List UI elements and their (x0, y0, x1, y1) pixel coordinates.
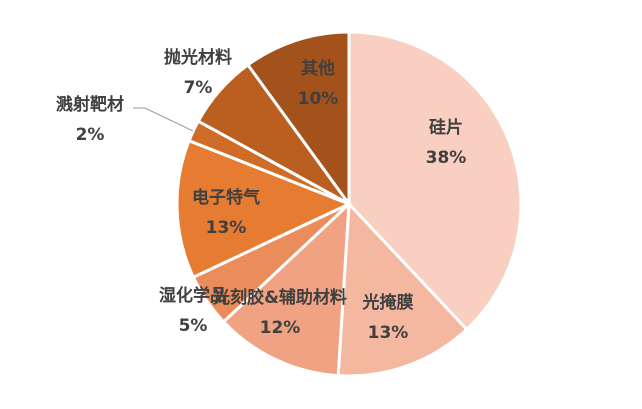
slice-value: 13% (206, 218, 247, 238)
slice-label: 光刻胶&辅助材料 (212, 287, 347, 308)
pie-slice (175, 138, 353, 280)
slice-label: 光掩膜 (362, 292, 414, 313)
slice-label: 其他 (301, 58, 335, 79)
pie-slice (221, 200, 351, 378)
slice-label: 硅片 (429, 117, 463, 138)
slice-value: 38% (426, 148, 467, 168)
slice-label: 电子特气 (192, 187, 260, 208)
slice-label: 湿化学品 (159, 285, 227, 306)
slice-value: 13% (368, 323, 409, 343)
pie-slice (347, 30, 523, 332)
slice-value: 12% (260, 318, 301, 338)
slice-value: 7% (184, 78, 213, 98)
pie-slice (336, 200, 469, 378)
slice-value: 5% (179, 316, 208, 336)
pie-slice (245, 30, 351, 209)
slice-value: 2% (76, 125, 105, 145)
leader-line (133, 107, 194, 132)
slice-label: 溅射靶材 (56, 94, 124, 115)
slice-value: 10% (298, 89, 339, 109)
slice-label: 抛光材料 (164, 47, 232, 68)
